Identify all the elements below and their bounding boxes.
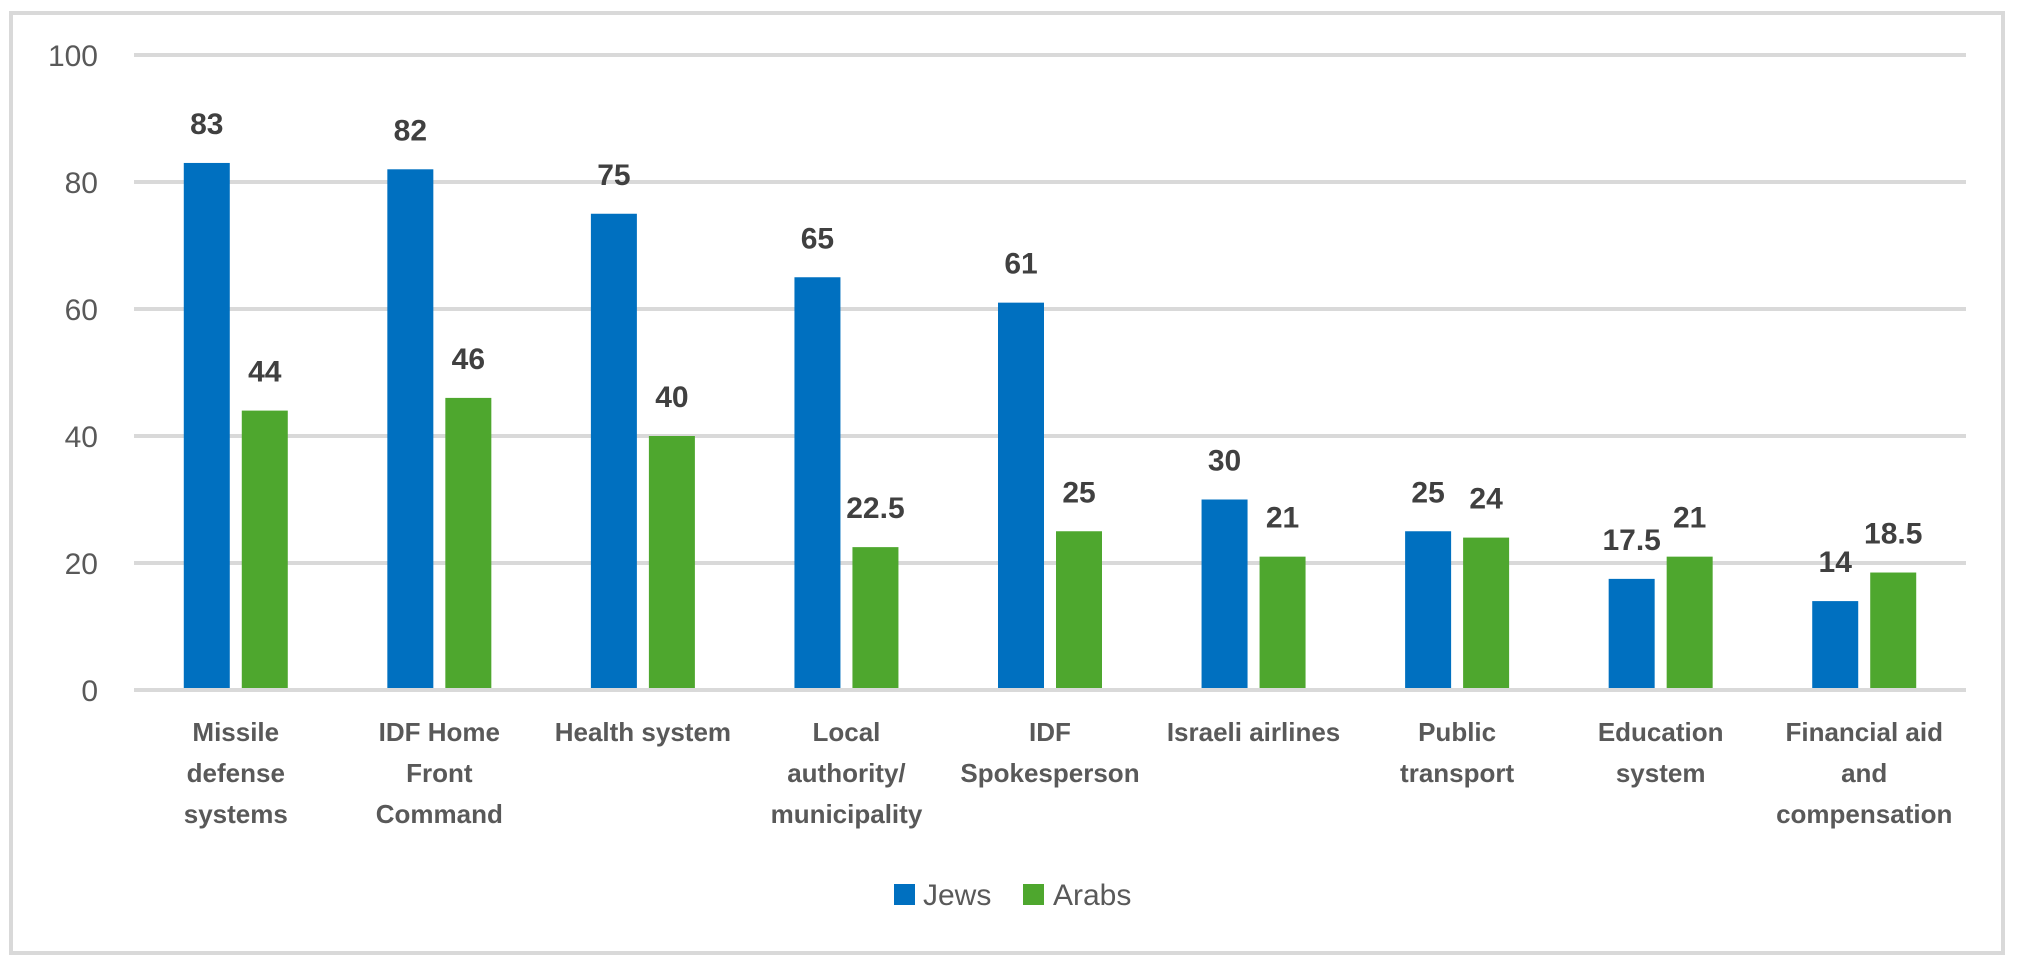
data-labels: 83 44 82 46 75 40 65 22.5 61 25 30 21 25 24 17.5 21 14 18… [190, 108, 1922, 579]
y-tick-label: 40 [65, 421, 98, 454]
y-tick-label: 0 [81, 675, 98, 708]
data-label-arabs: 44 [248, 356, 282, 389]
legend-label-arabs: Arabs [1053, 879, 1131, 912]
x-axis-label: IDF [1029, 717, 1071, 747]
x-axis-label: transport [1400, 758, 1514, 788]
bar-arabs [648, 436, 695, 690]
data-label-arabs: 18.5 [1864, 518, 1922, 551]
data-label-arabs: 40 [655, 381, 688, 414]
x-axis-label: municipality [771, 799, 923, 829]
bar-arabs [445, 397, 492, 690]
data-label-jews: 14 [1819, 546, 1853, 579]
data-label-jews: 30 [1208, 445, 1241, 478]
x-axis-label: authority/ [787, 758, 905, 788]
y-tick-label: 60 [65, 294, 98, 327]
legend-label-jews: Jews [923, 879, 991, 912]
data-label-jews: 25 [1411, 476, 1444, 509]
bar-jews [794, 277, 841, 690]
x-axis-label: and [1841, 758, 1887, 788]
x-axis-label: Front [406, 758, 473, 788]
bars [134, 162, 1966, 692]
legend-swatch-arabs [1023, 884, 1044, 905]
bar-arabs [1056, 531, 1102, 690]
x-axis-label: defense [187, 758, 285, 788]
bar-jews [1812, 601, 1859, 690]
data-label-arabs: 21 [1266, 502, 1299, 535]
data-label-arabs: 22.5 [846, 492, 904, 525]
x-axis-label: system [1616, 758, 1706, 788]
bar-arabs [1666, 556, 1713, 690]
y-tick-label: 100 [48, 40, 98, 73]
bar-jews [183, 162, 230, 690]
data-label-jews: 83 [190, 108, 223, 141]
data-label-jews: 82 [394, 114, 427, 147]
y-tick-label: 20 [65, 548, 98, 581]
x-axis-label: IDF Home [379, 717, 500, 747]
bar-arabs [1259, 556, 1306, 690]
x-axis-label: systems [184, 799, 288, 829]
bar-jews [387, 169, 434, 691]
x-axis-label: Spokesperson [960, 758, 1139, 788]
x-axis-label: Public [1418, 717, 1496, 747]
bar-arabs [1463, 537, 1510, 690]
data-label-arabs: 25 [1062, 476, 1095, 509]
bar-jews [1405, 531, 1452, 690]
bar-jews [1201, 499, 1248, 690]
data-label-jews: 17.5 [1602, 524, 1660, 557]
data-label-jews: 75 [597, 159, 630, 192]
legend-swatch-jews [894, 884, 915, 905]
data-label-arabs: 21 [1673, 502, 1706, 535]
data-label-jews: 65 [801, 222, 834, 255]
legend: Jews Arabs [894, 879, 1131, 912]
data-label-arabs: 24 [1469, 483, 1503, 516]
x-axis-label: Health system [555, 717, 731, 747]
bar-jews [1608, 578, 1655, 690]
y-tick-label: 80 [65, 167, 98, 200]
bar-arabs [1870, 572, 1917, 690]
x-axis-label: Missile [192, 717, 279, 747]
bar-arabs [241, 410, 288, 690]
x-axis-labels: Missile defense systems IDF Home Front Comman… [184, 717, 1953, 829]
x-axis-label: Israeli airlines [1167, 717, 1340, 747]
x-axis-label: Command [376, 799, 503, 829]
bar-jews [590, 213, 637, 690]
bar-arabs [852, 547, 899, 690]
x-axis-label: Local [812, 717, 880, 747]
data-label-arabs: 46 [452, 343, 485, 376]
data-label-jews: 61 [1004, 248, 1037, 281]
x-axis-label: compensation [1776, 799, 1952, 829]
y-axis-ticks: 0 20 40 60 80 100 [48, 40, 98, 708]
bar-jews [998, 302, 1044, 690]
x-axis-label: Financial aid [1785, 717, 1943, 747]
x-axis-label: Education [1598, 717, 1724, 747]
